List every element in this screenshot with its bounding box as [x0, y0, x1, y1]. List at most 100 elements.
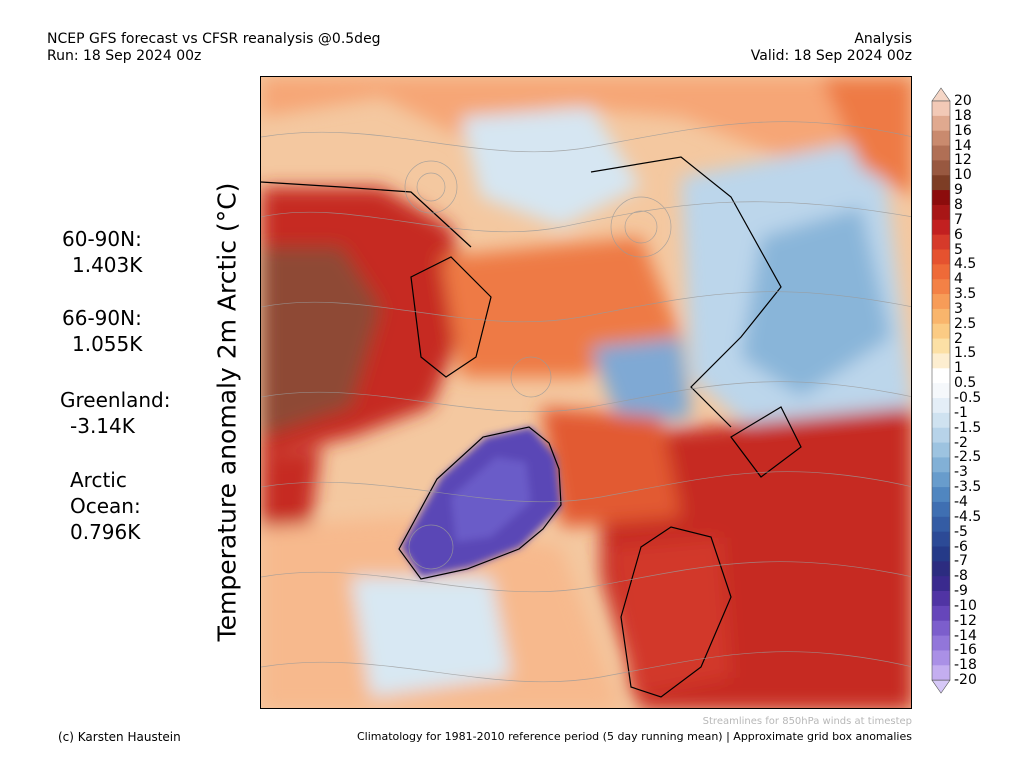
greenland-anomaly: [401, 427, 561, 577]
colorbar-swatch: [932, 591, 950, 607]
colorbar-tick-label: -10: [954, 597, 977, 614]
colorbar-tick-label: 9: [954, 182, 963, 199]
stat-greenland: Greenland: -3.14K: [60, 387, 171, 439]
colorbar-tick-label: -6: [954, 538, 968, 555]
colorbar-tick-label: -9: [954, 583, 968, 599]
colorbar-tick-label: -2.5: [954, 449, 982, 466]
stat-label: Arctic Ocean:: [70, 468, 141, 518]
colorbar-swatch: [932, 516, 950, 533]
colorbar-tick-label: -3: [954, 464, 968, 481]
colorbar-tick-label: 1.5: [954, 345, 977, 362]
colorbar-swatch: [932, 531, 950, 547]
colorbar-tick-label: 3: [954, 300, 963, 317]
colorbar-tick-label: 7: [954, 211, 963, 228]
colorbar-tick-label: 8: [954, 196, 963, 213]
colorbar-swatch: [932, 383, 950, 399]
colorbar-tick-label: 18: [954, 107, 972, 124]
canada-archipelago-coast: [410, 256, 492, 378]
header-right: Analysis Valid: 18 Sep 2024 00z: [751, 31, 912, 65]
header-left: NCEP GFS forecast vs CFSR reanalysis @0.…: [47, 31, 381, 65]
colorbar-swatch: [932, 427, 950, 443]
climatology-note: Climatology for 1981-2010 reference peri…: [356, 730, 912, 743]
anomaly-field: [261, 77, 911, 708]
colorbar-swatch: [932, 501, 950, 518]
streamlines: [261, 121, 911, 683]
colorbar-swatch: [932, 605, 950, 622]
colorbar-tick-label: 6: [954, 226, 963, 243]
central-arctic-warm: [441, 237, 681, 377]
colorbar-tick-label: -4: [954, 493, 968, 510]
siberia-cool-core: [741, 207, 891, 397]
colorbar-tick-label: 3.5: [954, 286, 977, 302]
colorbar-swatch: [932, 130, 950, 146]
colorbar-bottom-arrow: [931, 679, 951, 694]
colorbar-tick-label: -8: [954, 568, 968, 585]
colorbar-tick-label: -3.5: [954, 479, 982, 496]
colorbar-swatch: [932, 294, 950, 310]
colorbar-swatch: [932, 368, 950, 384]
colorbar-tick-label: -16: [954, 642, 977, 659]
colorbar-swatch: [932, 249, 950, 265]
colorbar-swatch: [932, 101, 950, 117]
colorbar-swatch: [932, 487, 950, 503]
colorbar-tick-label: 12: [954, 152, 972, 169]
colorbar-tick-label: -0.5: [954, 390, 982, 406]
valid-time: Valid: 18 Sep 2024 00z: [750, 48, 912, 64]
stat-label: 60-90N:: [62, 227, 142, 251]
colorbar-swatch: [932, 398, 950, 414]
colorbar-swatch: [932, 145, 950, 161]
colorbar-tick-label: -18: [954, 657, 977, 674]
laptev-cool-patch: [591, 337, 691, 427]
colorbar-swatch: [932, 561, 950, 577]
atlantic-cool-patch: [351, 577, 511, 697]
colorbar-tick-label: 4: [954, 271, 963, 288]
greenland-core: [451, 457, 531, 542]
anomaly-map: [260, 76, 912, 709]
colorbar: [931, 87, 951, 694]
novaya-zemlya-coast: [730, 406, 802, 478]
colorbar-swatch: [932, 264, 950, 280]
colorbar-swatch: [932, 546, 950, 562]
run-time: Run: 18 Sep 2024 00z: [47, 48, 202, 64]
scandinavia-warm: [611, 537, 731, 697]
colorbar-tick-label: -5: [954, 523, 968, 540]
colorbar-tick-label: 2: [954, 330, 963, 347]
stat-value: 0.796K: [70, 520, 141, 544]
colorbar-tick-label: 14: [954, 137, 972, 154]
colorbar-top-arrow: [931, 87, 951, 102]
colorbar-swatch: [932, 457, 950, 473]
colorbar-tick-label: -4.5: [954, 508, 982, 525]
greenland-coast: [398, 426, 562, 580]
colorbar-tick-label: 1: [954, 360, 963, 377]
scandinavia-coast: [620, 526, 732, 698]
colorbar-tick-label: -12: [954, 612, 977, 629]
colorbar-tick-label: -1: [954, 404, 968, 421]
colorbar-swatch: [932, 338, 950, 354]
colorbar-swatch: [932, 665, 950, 681]
colorbar-swatch: [932, 279, 950, 295]
colorbar-swatch: [932, 234, 950, 250]
colorbar-swatch: [932, 308, 950, 325]
top-band-warm: [261, 77, 911, 157]
colorbar-swatch: [932, 160, 950, 176]
colorbar-swatch: [932, 412, 950, 429]
streamlines-note: Streamlines for 850hPa winds at timestep: [702, 716, 912, 727]
colorbar-swatch: [932, 442, 950, 458]
colorbar-swatch: [932, 635, 950, 651]
map-svg: [261, 77, 911, 708]
colorbar-swatch: [932, 323, 950, 339]
colorbar-swatch: [932, 115, 950, 132]
stat-value: 1.055K: [72, 332, 143, 356]
colorbar-tick-label: -2: [954, 434, 968, 451]
stat-66-90n: 66-90N: 1.055K: [62, 305, 142, 357]
colorbar-swatch: [932, 472, 950, 488]
canada-brown-region: [261, 247, 381, 437]
colorbar-tick-label: -7: [954, 553, 968, 570]
colorbar-tick-label: 20: [954, 93, 972, 109]
colorbar-tick-label: 5: [954, 241, 963, 258]
stat-arctic-ocean: Arctic Ocean: 0.796K: [70, 467, 141, 545]
colorbar-swatch: [932, 175, 950, 191]
stat-value: 1.403K: [72, 253, 143, 277]
coastlines: [261, 156, 802, 698]
model-title: NCEP GFS forecast vs CFSR reanalysis @0.…: [47, 31, 381, 47]
